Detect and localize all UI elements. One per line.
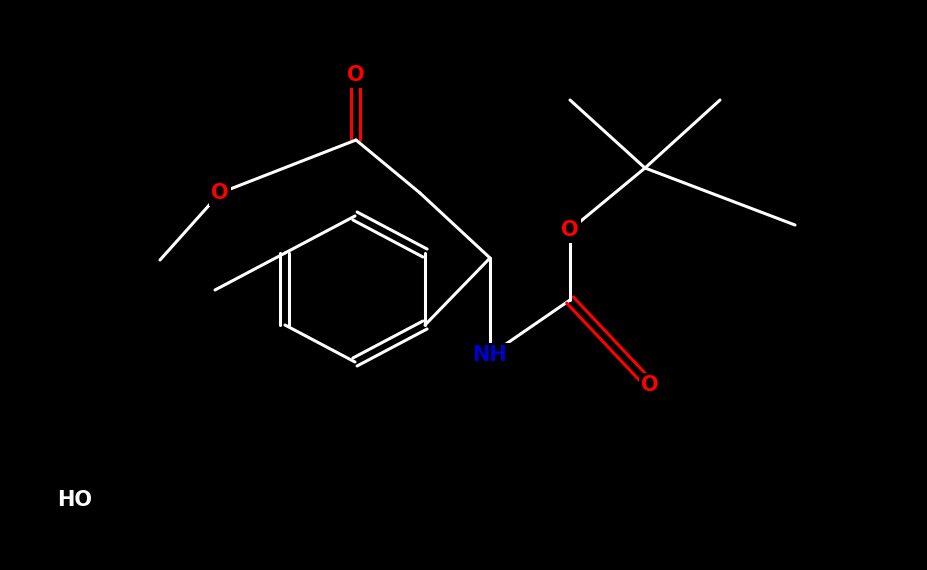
Text: NH: NH [472,345,507,365]
Text: HO: HO [57,490,93,510]
Text: O: O [641,375,658,395]
Text: O: O [347,65,364,85]
Text: O: O [211,183,229,203]
Text: O: O [561,220,578,240]
